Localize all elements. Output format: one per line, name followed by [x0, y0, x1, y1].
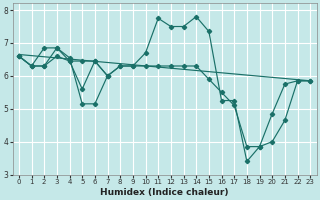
X-axis label: Humidex (Indice chaleur): Humidex (Indice chaleur) — [100, 188, 229, 197]
